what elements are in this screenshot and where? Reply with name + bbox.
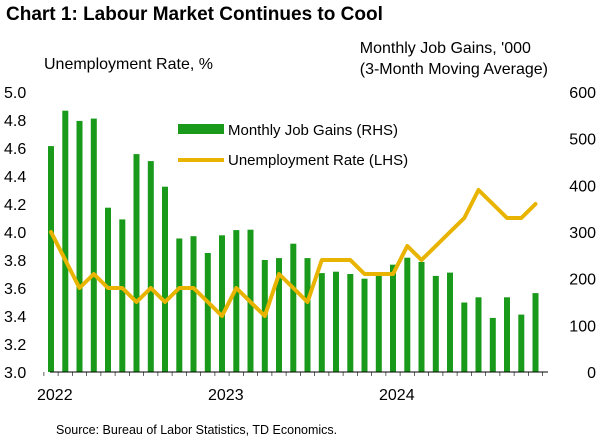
left-axis-tick-label: 4.6 (4, 141, 26, 158)
job-gains-bar (333, 271, 339, 372)
job-gains-bar (133, 154, 140, 372)
right-axis-title-line2: (3-Month Moving Average) (359, 61, 548, 78)
job-gains-bar (504, 297, 510, 372)
left-axis-tick-label: 3.6 (4, 281, 26, 298)
left-axis-title: Unemployment Rate, % (44, 56, 213, 73)
job-gains-bar (461, 302, 468, 372)
job-gains-bar (518, 314, 525, 372)
right-axis-ticks: 0 100 200 300 400 500 600 (569, 85, 596, 382)
job-gains-bar (204, 253, 211, 372)
job-gains-bar (190, 236, 197, 372)
job-gains-bar (304, 258, 311, 372)
job-gains-bar (90, 118, 97, 372)
job-gains-bar (532, 293, 539, 372)
right-axis-title: Monthly Job Gains, '000 (3-Month Moving … (360, 38, 548, 80)
job-gains-bar (361, 278, 368, 372)
job-gains-bar (475, 297, 482, 372)
left-axis-tick-label: 4.8 (4, 113, 26, 130)
job-gains-bar (233, 230, 240, 372)
job-gains-bar (176, 238, 183, 372)
job-gains-bar (318, 273, 325, 372)
bar-series (48, 110, 539, 373)
job-gains-bar (404, 257, 411, 372)
left-axis-ticks: 3.0 3.2 3.4 3.6 3.8 4.0 4.2 4.4 4.6 4.8 5.0 (4, 85, 26, 382)
job-gains-bar (418, 261, 425, 372)
left-axis-tick-label: 4.4 (4, 169, 26, 186)
left-axis-tick-label: 3.2 (4, 337, 26, 354)
left-axis-tick-label: 4.0 (4, 225, 26, 242)
job-gains-bar (76, 120, 83, 373)
unemployment-line (49, 188, 538, 318)
job-gains-bar (147, 161, 154, 372)
legend-bar-swatch (178, 124, 224, 134)
right-axis-title-line1: Monthly Job Gains, '000 (359, 40, 531, 57)
legend-line-label: Unemployment Rate (LHS) (228, 152, 408, 169)
right-axis-tick-label: 0 (587, 365, 596, 382)
job-gains-bar (432, 275, 439, 372)
job-gains-bar (489, 317, 496, 372)
job-gains-bar (390, 264, 396, 372)
right-axis-tick-label: 300 (569, 225, 596, 242)
right-axis-tick-label: 100 (569, 318, 596, 335)
job-gains-bar (219, 235, 225, 372)
x-axis-tick-label: 2022 (37, 387, 73, 404)
legend-bar-label: Monthly Job Gains (RHS) (228, 122, 398, 139)
job-gains-bar (119, 219, 126, 372)
job-gains-bar (62, 110, 69, 372)
right-axis-tick-label: 400 (569, 178, 596, 195)
job-gains-bar (162, 186, 168, 372)
x-axis-ticks: 2022 2023 2024 (37, 372, 543, 404)
left-axis-tick-label: 4.2 (4, 197, 26, 214)
job-gains-bar (375, 272, 382, 372)
job-gains-bar (276, 258, 282, 372)
job-gains-bar (48, 146, 54, 372)
job-gains-bar (290, 243, 297, 372)
job-gains-bar (347, 274, 354, 372)
legend: Monthly Job Gains (RHS) Unemployment Rat… (178, 122, 408, 169)
right-axis-tick-label: 600 (569, 85, 596, 102)
left-axis-tick-label: 3.0 (4, 365, 26, 382)
source-note: Source: Bureau of Labor Statistics, TD E… (56, 423, 338, 437)
left-axis-tick-label: 3.8 (4, 253, 26, 270)
job-gains-bar (447, 272, 453, 372)
x-axis-tick-label: 2024 (379, 387, 415, 404)
right-axis-tick-label: 500 (569, 132, 596, 149)
left-axis-tick-label: 5.0 (4, 85, 26, 102)
left-axis-tick-label: 3.4 (4, 309, 26, 326)
right-axis-tick-label: 200 (569, 272, 596, 289)
x-axis-tick-label: 2023 (208, 387, 244, 404)
chart-title: Chart 1: Labour Market Continues to Cool (6, 4, 383, 25)
